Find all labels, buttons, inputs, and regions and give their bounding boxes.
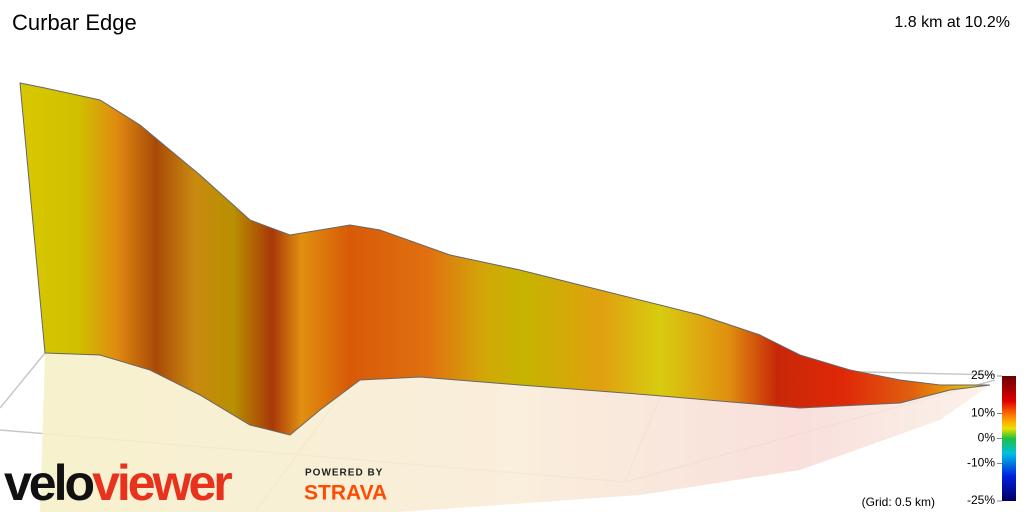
grid-note: (Grid: 0.5 km)	[862, 495, 935, 509]
powered-by: POWERED BY	[305, 468, 383, 479]
tick-label: -10%	[967, 456, 995, 470]
tick-label: 10%	[971, 406, 995, 420]
profile-shadow	[40, 353, 990, 512]
logo-part: velo	[4, 455, 94, 511]
profile-wall	[19, 82, 991, 436]
tick-label: 25%	[971, 368, 995, 382]
tick-label: -25%	[967, 493, 995, 507]
logo: veloviewer	[4, 455, 232, 511]
tick-label: 0%	[978, 431, 996, 445]
color-bar-ticks: 25% 10% 0% -10% -25%	[967, 368, 1002, 507]
strava: STRAVA	[304, 482, 387, 505]
summary: 1.8 km at 10.2%	[894, 14, 1010, 31]
grid-line	[0, 352, 46, 409]
color-bar	[1002, 376, 1016, 501]
title: Curbar Edge	[12, 10, 137, 35]
logo-part: viewer	[92, 455, 232, 511]
